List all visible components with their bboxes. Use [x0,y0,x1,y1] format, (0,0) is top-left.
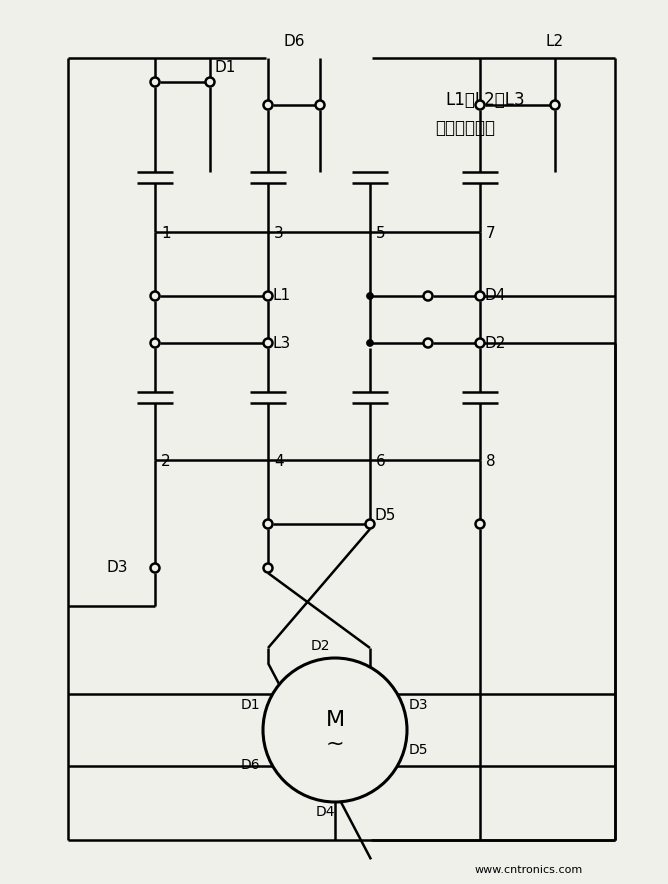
Text: ~: ~ [326,734,344,754]
Circle shape [476,520,484,529]
Circle shape [476,339,484,347]
Circle shape [263,563,273,573]
Circle shape [263,101,273,110]
Text: D6: D6 [283,34,305,50]
Text: D4: D4 [484,288,506,303]
Circle shape [206,78,214,87]
Text: L2: L2 [546,34,564,50]
Text: 为电源进线端: 为电源进线端 [435,119,495,137]
Text: D4: D4 [315,805,335,819]
Circle shape [263,292,273,301]
Text: L1: L1 [272,288,290,303]
Circle shape [476,101,484,110]
Text: D1: D1 [214,60,235,75]
Circle shape [150,78,160,87]
Text: D6: D6 [240,758,260,772]
Circle shape [263,520,273,529]
Circle shape [263,658,407,802]
Circle shape [263,339,273,347]
Circle shape [367,293,373,300]
Text: D5: D5 [409,743,428,757]
Text: 6: 6 [376,454,385,469]
Circle shape [315,101,325,110]
Circle shape [150,339,160,347]
Text: 1: 1 [161,226,170,241]
Text: L1、L2、L3: L1、L2、L3 [445,91,524,109]
Circle shape [367,339,373,347]
Text: D3: D3 [409,698,428,712]
Circle shape [150,563,160,573]
Circle shape [365,520,375,529]
Circle shape [550,101,560,110]
Text: D2: D2 [310,639,330,653]
Text: D1: D1 [240,698,260,712]
Text: D3: D3 [107,560,128,575]
Text: 8: 8 [486,454,496,469]
Text: L3: L3 [272,336,291,350]
Circle shape [424,292,432,301]
Circle shape [424,339,432,347]
Circle shape [476,292,484,301]
Text: 3: 3 [274,226,284,241]
Text: www.cntronics.com: www.cntronics.com [475,865,583,875]
Circle shape [150,292,160,301]
Text: 7: 7 [486,226,496,241]
Text: D2: D2 [484,336,506,350]
Text: D5: D5 [374,508,395,523]
Text: M: M [325,710,345,730]
Text: 5: 5 [376,226,385,241]
Text: 2: 2 [161,454,170,469]
Text: 4: 4 [274,454,284,469]
